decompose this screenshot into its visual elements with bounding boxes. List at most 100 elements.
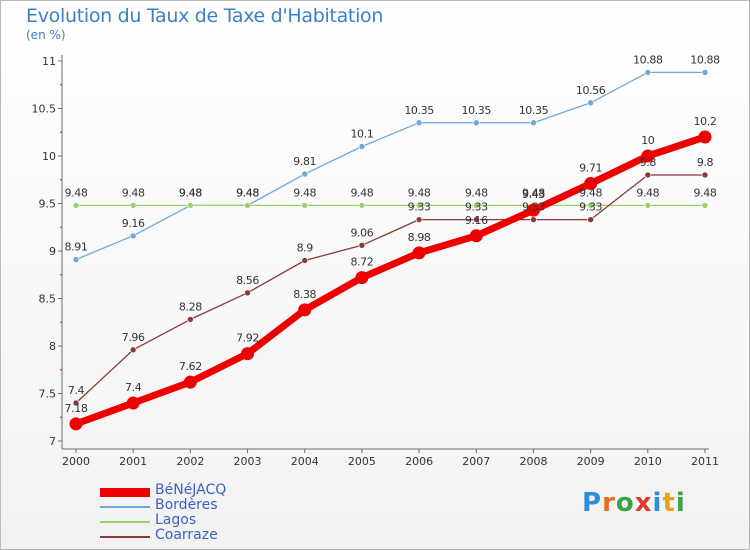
data-label: 9.33	[408, 201, 431, 214]
x-tick-label: 2007	[462, 455, 490, 468]
data-point	[587, 216, 594, 223]
y-tick-label: 8.5	[39, 293, 57, 306]
x-tick-label: 2009	[577, 455, 605, 468]
data-point	[587, 202, 594, 209]
data-point	[187, 202, 194, 209]
data-point	[301, 170, 309, 178]
data-label: 7.96	[122, 331, 145, 344]
data-point	[472, 119, 480, 127]
data-label: 9.33	[522, 201, 545, 214]
legend-label: Lagos	[155, 512, 197, 528]
x-tick-label: 2000	[62, 455, 90, 468]
data-label: 10.35	[519, 104, 549, 117]
logo-letter: P	[582, 488, 603, 518]
y-tick-label: 10	[42, 150, 56, 163]
logo-letter: t	[662, 488, 676, 518]
data-point	[358, 242, 366, 249]
data-label: 9.48	[579, 186, 602, 199]
data-label: 10.88	[633, 53, 663, 66]
logo-letter: o	[615, 488, 635, 518]
data-point	[587, 99, 594, 107]
data-label: 10.88	[690, 53, 720, 66]
data-point	[701, 69, 709, 76]
data-label: 9.8	[697, 156, 714, 169]
data-label: 9.48	[65, 186, 88, 199]
data-label: 9.48	[408, 186, 431, 199]
y-tick-label: 10.5	[32, 103, 57, 116]
data-point	[415, 202, 423, 209]
data-point	[415, 216, 423, 223]
data-label: 9.48	[179, 186, 202, 199]
data-point	[526, 203, 540, 217]
data-label: 9.71	[579, 162, 602, 175]
data-point	[641, 149, 655, 163]
data-point	[187, 316, 194, 323]
data-point	[129, 232, 137, 240]
y-tick-label: 9	[49, 245, 56, 258]
y-tick-label: 7	[49, 435, 56, 448]
data-label: 10.35	[462, 104, 492, 117]
data-point	[301, 257, 309, 264]
data-label: 7.4	[125, 381, 142, 394]
data-label: 10	[641, 134, 655, 147]
data-point	[244, 289, 251, 297]
x-tick-label: 2001	[119, 455, 147, 468]
legend-swatch	[100, 506, 150, 508]
data-label: 8.9	[297, 242, 314, 255]
data-point	[358, 143, 366, 150]
data-point	[72, 202, 80, 209]
data-label: 10.35	[404, 104, 434, 117]
data-point	[72, 256, 80, 263]
data-point	[530, 119, 537, 127]
data-label: 7.18	[65, 402, 88, 415]
data-point	[698, 130, 712, 144]
data-label: 8.56	[236, 274, 259, 287]
data-point	[241, 347, 255, 361]
data-point	[244, 202, 251, 209]
data-label: 9.48	[694, 186, 717, 199]
data-point	[472, 216, 480, 223]
data-label: 9.48	[122, 186, 145, 199]
data-point	[301, 202, 309, 209]
x-tick-label: 2004	[291, 455, 319, 468]
data-label: 9.33	[579, 201, 602, 214]
data-point	[644, 171, 652, 179]
data-point	[183, 375, 197, 389]
data-point	[298, 303, 312, 317]
data-label: 9.48	[179, 186, 202, 199]
data-label: 8.91	[65, 241, 88, 254]
chart-subtitle: (en %)	[26, 28, 66, 42]
data-label: 10.1	[350, 128, 373, 141]
data-label: 9.16	[122, 217, 145, 230]
data-label: 9.33	[465, 201, 488, 214]
data-point	[358, 202, 366, 209]
data-point	[129, 202, 137, 209]
data-point	[644, 202, 652, 209]
data-point	[72, 399, 80, 407]
data-point	[355, 271, 369, 285]
x-tick-label: 2011	[691, 455, 719, 468]
logo-letter: r	[602, 488, 616, 518]
data-label: 9.43	[522, 188, 545, 201]
data-label: 8.28	[179, 300, 202, 313]
data-label: 9.48	[465, 186, 488, 199]
data-label: 9.48	[522, 186, 545, 199]
y-tick-label: 11	[42, 55, 56, 68]
data-point	[415, 119, 423, 127]
data-label: 7.62	[179, 360, 202, 373]
legend-label: Bordères	[155, 497, 218, 513]
data-label: 7.4	[68, 384, 85, 397]
logo-letter: i	[675, 488, 686, 518]
data-point	[472, 202, 480, 209]
data-point	[701, 171, 709, 179]
data-point	[644, 69, 652, 76]
logo-letter: i	[652, 488, 663, 518]
legend-label: BéNéJACQ	[155, 482, 227, 498]
data-point	[126, 396, 140, 410]
data-label: 8.38	[293, 288, 316, 301]
data-point	[469, 229, 483, 243]
x-tick-label: 2006	[405, 455, 433, 468]
y-tick-label: 7.5	[39, 388, 57, 401]
data-label: 9.48	[293, 186, 316, 199]
